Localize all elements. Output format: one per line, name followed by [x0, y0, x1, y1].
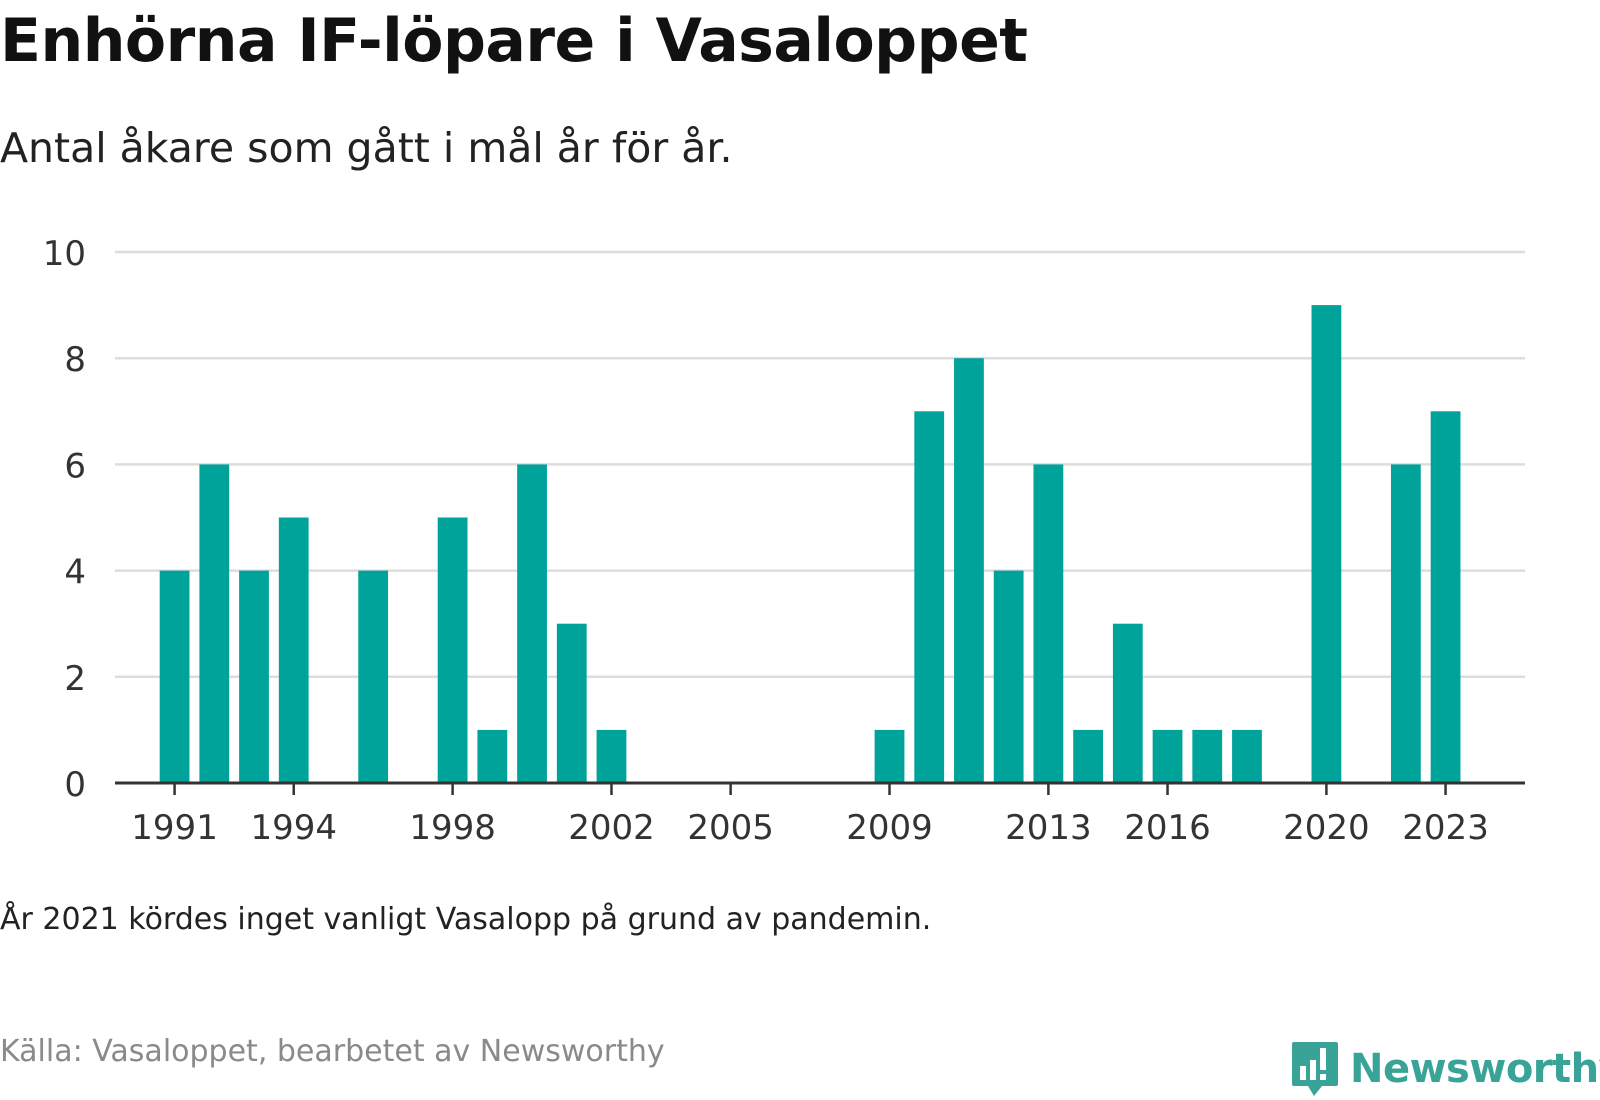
- y-tick-label: 4: [64, 553, 86, 593]
- x-tick-label: 2002: [568, 808, 655, 848]
- x-tick-label: 2020: [1283, 808, 1370, 848]
- bar: [517, 464, 547, 783]
- x-tick-label: 1998: [409, 808, 496, 848]
- brand-logo: Newsworthy: [1290, 1040, 1600, 1098]
- y-tick-label: 2: [64, 659, 86, 699]
- x-tick-label: 1994: [250, 808, 337, 848]
- x-tick-label: 2013: [1005, 808, 1092, 848]
- axes: 0 2 4 6 8 10 1991 1994 1998 2002 2005 2009 2013 2016 2…: [43, 234, 1525, 848]
- x-tick-label: 2016: [1124, 808, 1211, 848]
- bar: [1430, 411, 1461, 783]
- brand-name: Newsworthy: [1350, 1046, 1600, 1092]
- y-tick-label: 6: [64, 446, 86, 486]
- bar: [1192, 729, 1223, 783]
- y-tick-label: 8: [64, 340, 86, 380]
- bar: [278, 517, 309, 783]
- bar: [1152, 729, 1183, 783]
- x-tick-label: 2023: [1402, 808, 1489, 848]
- bar: [1112, 623, 1143, 783]
- bar: [914, 411, 945, 783]
- bar-chart-exclamation-icon: [1292, 1042, 1338, 1096]
- grid-lines: [115, 250, 1525, 679]
- bar: [159, 570, 190, 783]
- chart-title: Enhörna IF-löpare i Vasaloppet: [0, 6, 1028, 76]
- source-credit: Källa: Vasaloppet, bearbetet av Newswort…: [0, 1034, 665, 1069]
- bar: [1311, 305, 1342, 783]
- bar: [1073, 729, 1103, 783]
- bars: [159, 305, 1461, 783]
- chart-note: År 2021 kördes inget vanligt Vasalopp på…: [0, 902, 932, 937]
- bar: [437, 517, 468, 783]
- bar: [954, 358, 984, 783]
- bar: [1033, 464, 1064, 783]
- bar: [358, 570, 389, 783]
- y-tick-label: 10: [43, 234, 86, 274]
- bar: [199, 464, 230, 783]
- bar: [993, 570, 1024, 783]
- chart-subtitle: Antal åkare som gått i mål år för år.: [0, 124, 733, 172]
- x-tick-label: 2005: [687, 808, 774, 848]
- y-tick-label: 0: [64, 765, 86, 805]
- bar: [874, 729, 905, 783]
- bar: [1232, 729, 1262, 783]
- bar: [239, 570, 269, 783]
- bar: [556, 623, 587, 783]
- x-tick-label: 1991: [131, 808, 218, 848]
- x-tick-label: 2009: [846, 808, 933, 848]
- bar: [1390, 464, 1421, 783]
- bar: [596, 729, 627, 783]
- bar: [477, 729, 508, 783]
